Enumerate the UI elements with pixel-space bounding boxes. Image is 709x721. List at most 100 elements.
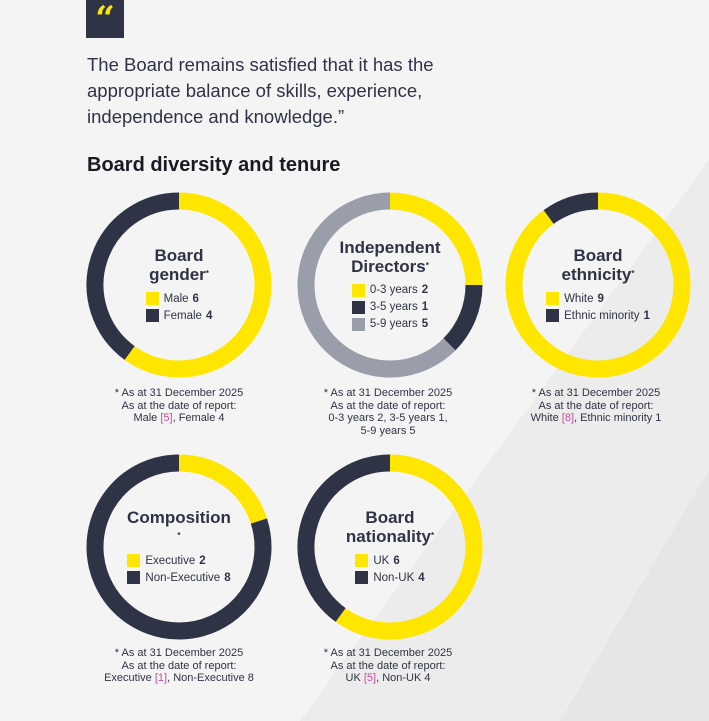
- composition-donut-chart: Composition * Executive 2 Non-Executive 8: [86, 454, 272, 640]
- board-ethnicity-title: Board ethnicity*: [561, 246, 635, 284]
- independent-directors-donut-chart: Independent Directors* 0-3 years 2 3-5 years…: [297, 192, 483, 378]
- composition-title-asterisk: *: [177, 531, 181, 540]
- board-gender-legend-item-male: Male 6: [145, 290, 213, 307]
- footnote-report-heading: As at the date of report:: [121, 659, 237, 672]
- board-ethnicity-legend-item-ethnic-minority: Ethnic minority 1: [546, 307, 650, 324]
- board-nationality-title-asterisk: *: [430, 531, 435, 540]
- board-ethnicity-donut-svg: [505, 192, 691, 378]
- legend-label: 0-3 years: [369, 284, 418, 296]
- footnote-date: * As at 31 December 2025: [114, 647, 244, 659]
- independent-directors-slice-5-9-years: [297, 192, 456, 378]
- board-nationality-donut-chart: Board nationality* UK 6 Non-UK 4: [297, 454, 483, 640]
- footnote-report-values: White [8], Ethnic minority 1: [530, 412, 662, 424]
- footnote-report-values: UK [5], Non-UK 4: [345, 672, 431, 684]
- footnote-report-values: Executive [1], Non-Executive 8: [104, 672, 254, 684]
- legend-swatch: [145, 292, 159, 305]
- legend-label: Non-Executive: [145, 571, 221, 584]
- legend-label: 3-5 years: [369, 301, 418, 313]
- composition-legend-item-executive: Executive 2: [127, 552, 230, 569]
- board-gender-center: Board gender* Male 6 Female 4: [86, 192, 272, 378]
- composition-footnote: * As at 31 December 2025 As at the date o…: [69, 647, 289, 685]
- board-ethnicity-title-asterisk: *: [631, 269, 635, 278]
- board-gender-donut-chart: Board gender* Male 6 Female 4: [86, 192, 272, 378]
- independent-directors-center: Independent Directors* 0-3 years 2 3-5 years…: [297, 192, 483, 378]
- board-nationality-slice-non-uk: [297, 454, 391, 622]
- legend-label: Female: [163, 309, 202, 322]
- footnote-changed-value: [8]: [561, 412, 574, 424]
- legend-label: White: [564, 292, 594, 305]
- legend-swatch: [546, 292, 560, 305]
- board-nationality-slice-uk: [335, 454, 483, 640]
- independent-directors-title-asterisk: *: [425, 260, 429, 270]
- legend-label: Non-UK: [373, 571, 415, 584]
- board-gender-slice-female: [86, 192, 180, 360]
- legend-swatch: [145, 309, 159, 322]
- board-ethnicity-slice-ethnic-minority: [543, 192, 599, 225]
- board-nationality-legend-item-uk: UK 6: [355, 552, 424, 569]
- independent-directors-footnote: * As at 31 December 2025 As at the date o…: [278, 387, 498, 437]
- board-ethnicity-legend: White 9 Ethnic minority 1: [546, 290, 650, 324]
- composition-slice-executive: [178, 454, 267, 524]
- independent-directors-donut-svg: [297, 192, 483, 378]
- legend-value: 4: [418, 571, 425, 584]
- quote-text: The Board remains satisfied that it has …: [87, 54, 434, 127]
- board-ethnicity-center: Board ethnicity* White 9 Ethnic minority 1: [505, 192, 691, 378]
- legend-label: Male: [163, 292, 189, 305]
- legend-value: 4: [205, 309, 213, 322]
- composition-donut-svg: [86, 454, 272, 640]
- composition-title: Composition *: [127, 508, 231, 540]
- independent-directors-legend-item-3-5-years: 3-5 years 1: [351, 299, 429, 316]
- composition-center: Composition * Executive 2 Non-Executive 8: [86, 454, 272, 640]
- independent-directors-legend: 0-3 years 2 3-5 years 1 5-9 years 5: [351, 282, 429, 333]
- composition-legend-item-non-executive: Non-Executive 8: [127, 569, 231, 586]
- independent-directors-title: Independent Directors*: [339, 237, 441, 276]
- board-gender-title: Board gender*: [149, 246, 209, 284]
- legend-swatch: [351, 317, 365, 331]
- composition-slice-non-executive: [86, 454, 272, 640]
- footnote-date: * As at 31 December 2025: [114, 387, 244, 399]
- legend-swatch: [127, 571, 141, 584]
- footnote-date: * As at 31 December 2025: [323, 387, 453, 399]
- section-title: Board diversity and tenure: [87, 154, 341, 176]
- footnote-changed-value: [5]: [363, 672, 377, 684]
- footnote-report-heading: As at the date of report:: [538, 399, 654, 412]
- legend-swatch: [351, 300, 365, 314]
- footnote-report-values: 0-3 years 2, 3-5 years 1, 5-9 years 5: [328, 412, 448, 437]
- legend-value: 1: [421, 301, 429, 313]
- footnote-date: * As at 31 December 2025: [323, 647, 453, 659]
- legend-value: 5: [421, 318, 429, 330]
- legend-value: 6: [192, 292, 199, 305]
- board-gender-legend: Male 6 Female 4: [145, 290, 213, 324]
- legend-label: 5-9 years: [369, 318, 418, 330]
- board-nationality-footnote: * As at 31 December 2025 As at the date o…: [278, 647, 498, 685]
- footnote-report-values: Male [5], Female 4: [133, 412, 225, 424]
- footnote-date: * As at 31 December 2025: [531, 387, 661, 399]
- independent-directors-slice-3-5-years: [443, 284, 483, 351]
- legend-label: UK: [373, 554, 390, 567]
- board-ethnicity-slice-white: [505, 192, 691, 378]
- legend-swatch: [355, 571, 369, 584]
- board-nationality-title: Board nationality*: [345, 508, 435, 546]
- board-gender-footnote: * As at 31 December 2025 As at the date o…: [69, 387, 289, 425]
- legend-value: 8: [224, 571, 231, 584]
- footnote-report-heading: As at the date of report:: [330, 659, 446, 672]
- board-gender-donut-svg: [86, 192, 272, 378]
- legend-swatch: [127, 554, 141, 567]
- board-nationality-donut-svg: [297, 454, 483, 640]
- board-gender-slice-male: [124, 192, 272, 378]
- legend-swatch: [546, 309, 560, 322]
- legend-value: 2: [421, 284, 429, 296]
- composition-legend: Executive 2 Non-Executive 8: [127, 552, 231, 586]
- independent-directors-legend-item-5-9-years: 5-9 years 5: [351, 316, 429, 333]
- legend-swatch: [355, 554, 369, 567]
- board-ethnicity-footnote: * As at 31 December 2025 As at the date o…: [486, 387, 706, 425]
- footnote-changed-value: [1]: [154, 672, 168, 684]
- board-nationality-legend: UK 6 Non-UK 4: [355, 552, 425, 586]
- legend-label: Ethnic minority: [564, 309, 640, 322]
- legend-label: Executive: [145, 554, 196, 567]
- independent-directors-legend-item-0-3-years: 0-3 years 2: [351, 282, 429, 299]
- legend-value: 9: [597, 292, 604, 305]
- legend-swatch: [351, 283, 365, 297]
- independent-directors-slice-0-3-years: [389, 192, 483, 286]
